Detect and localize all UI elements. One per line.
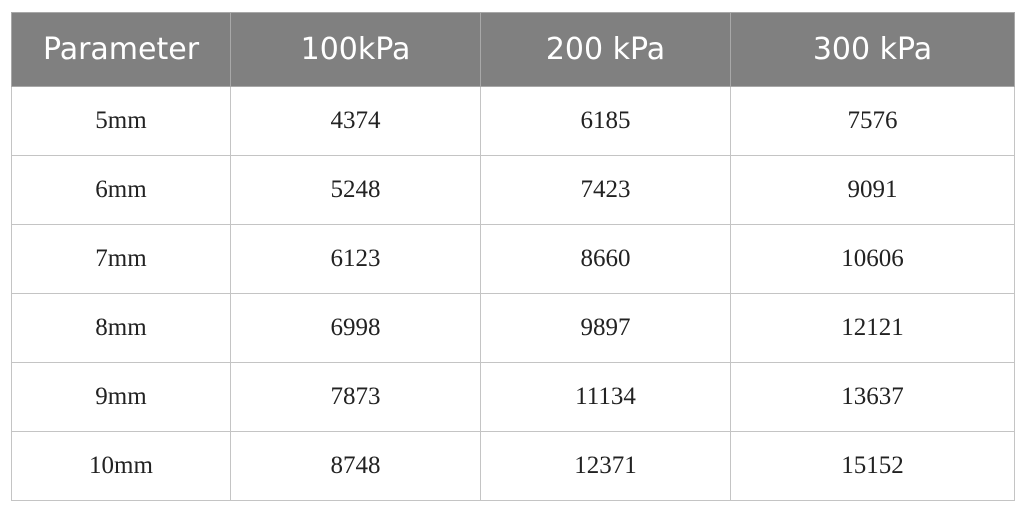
table-cell: 6185 (480, 86, 731, 156)
table-cell: 4374 (230, 86, 481, 156)
table-row: 6mm 5248 7423 9091 (11, 155, 1015, 225)
table-row: 10mm 8748 12371 15152 (11, 431, 1015, 501)
table-cell: 11134 (480, 362, 731, 432)
table-cell: 7873 (230, 362, 481, 432)
header-cell: 100kPa (230, 12, 481, 87)
table-cell: 7423 (480, 155, 731, 225)
table-row: 9mm 7873 11134 13637 (11, 362, 1015, 432)
table-cell: 12121 (730, 293, 1015, 363)
table-cell: 7mm (11, 224, 231, 294)
table-cell: 9897 (480, 293, 731, 363)
table-cell: 8mm (11, 293, 231, 363)
header-cell: Parameter (11, 12, 231, 87)
table-cell: 7576 (730, 86, 1015, 156)
table-row: 8mm 6998 9897 12121 (11, 293, 1015, 363)
table-cell: 5248 (230, 155, 481, 225)
table-cell: 9mm (11, 362, 231, 432)
header-cell: 300 kPa (730, 12, 1015, 87)
table-cell: 10606 (730, 224, 1015, 294)
table-cell: 6mm (11, 155, 231, 225)
table-cell: 12371 (480, 431, 731, 501)
table-cell: 5mm (11, 86, 231, 156)
header-cell: 200 kPa (480, 12, 731, 87)
table-cell: 8748 (230, 431, 481, 501)
header-row: Parameter 100kPa 200 kPa 300 kPa (11, 12, 1015, 87)
table-cell: 15152 (730, 431, 1015, 501)
table-cell: 8660 (480, 224, 731, 294)
table-body: 5mm 4374 6185 7576 6mm 5248 7423 9091 7mm 6123 866… (11, 86, 1015, 501)
table-cell: 10mm (11, 431, 231, 501)
table-row: 5mm 4374 6185 7576 (11, 86, 1015, 156)
table-cell: 9091 (730, 155, 1015, 225)
table: Parameter 100kPa 200 kPa 300 kPa 5mm 4374 618… (11, 12, 1015, 501)
table-cell: 6123 (230, 224, 481, 294)
table-row: 7mm 6123 8660 10606 (11, 224, 1015, 294)
table-cell: 13637 (730, 362, 1015, 432)
table-wrap: Parameter 100kPa 200 kPa 300 kPa 5mm 4374 618… (11, 12, 1015, 501)
table-cell: 6998 (230, 293, 481, 363)
